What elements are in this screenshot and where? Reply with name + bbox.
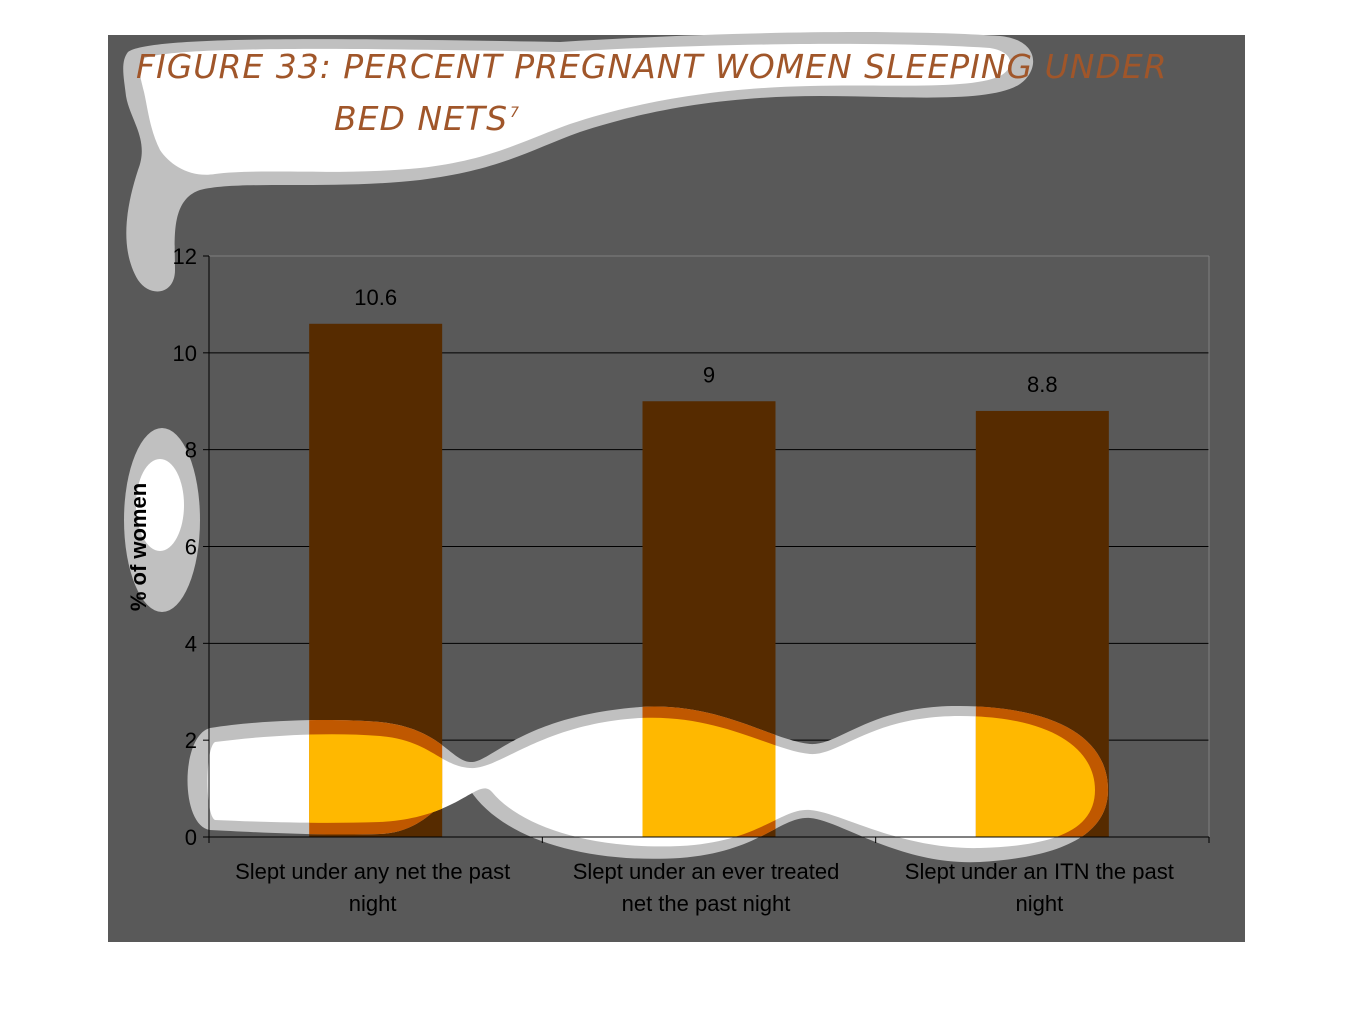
data-label: 10.6 — [354, 285, 397, 310]
y-tick-label: 8 — [185, 438, 197, 463]
chart-title-superscript: 7 — [510, 105, 519, 121]
chart-title-line2: BED NETS — [334, 99, 508, 138]
x-category-label: night — [349, 891, 397, 916]
bar-highlight — [309, 720, 443, 835]
x-category-label: Slept under an ITN the past — [905, 859, 1174, 884]
axes: 0 2 4 6 8 10 12 — [173, 244, 1210, 850]
y-tick-label: 10 — [173, 341, 197, 366]
x-category-label: night — [1015, 891, 1063, 916]
x-category-label: Slept under any net the past — [235, 859, 510, 884]
data-labels: 10.6 Slept under any net the past night 9 Sl… — [235, 285, 1174, 916]
data-label: 9 — [703, 362, 715, 387]
bar-highlight — [642, 706, 776, 837]
axis-title-ellipse — [124, 428, 200, 612]
title-blob — [123, 32, 1034, 292]
x-category-label: net the past night — [622, 891, 791, 916]
y-tick-label: 2 — [185, 728, 197, 753]
data-label: 8.8 — [1027, 372, 1058, 397]
bar-highlight — [975, 706, 1108, 837]
y-axis-title: % of women — [126, 483, 151, 611]
y-tick-label: 12 — [173, 244, 197, 269]
y-tick-label: 6 — [185, 535, 197, 560]
bar-highlights — [309, 706, 1108, 837]
x-category-label: Slept under an ever treated — [573, 859, 840, 884]
chart-title-line1: FIGURE 33: PERCENT PREGNANT WOMEN SLEEPI… — [136, 47, 1168, 86]
y-tick-label: 4 — [185, 631, 197, 656]
y-tick-label: 0 — [185, 825, 197, 850]
